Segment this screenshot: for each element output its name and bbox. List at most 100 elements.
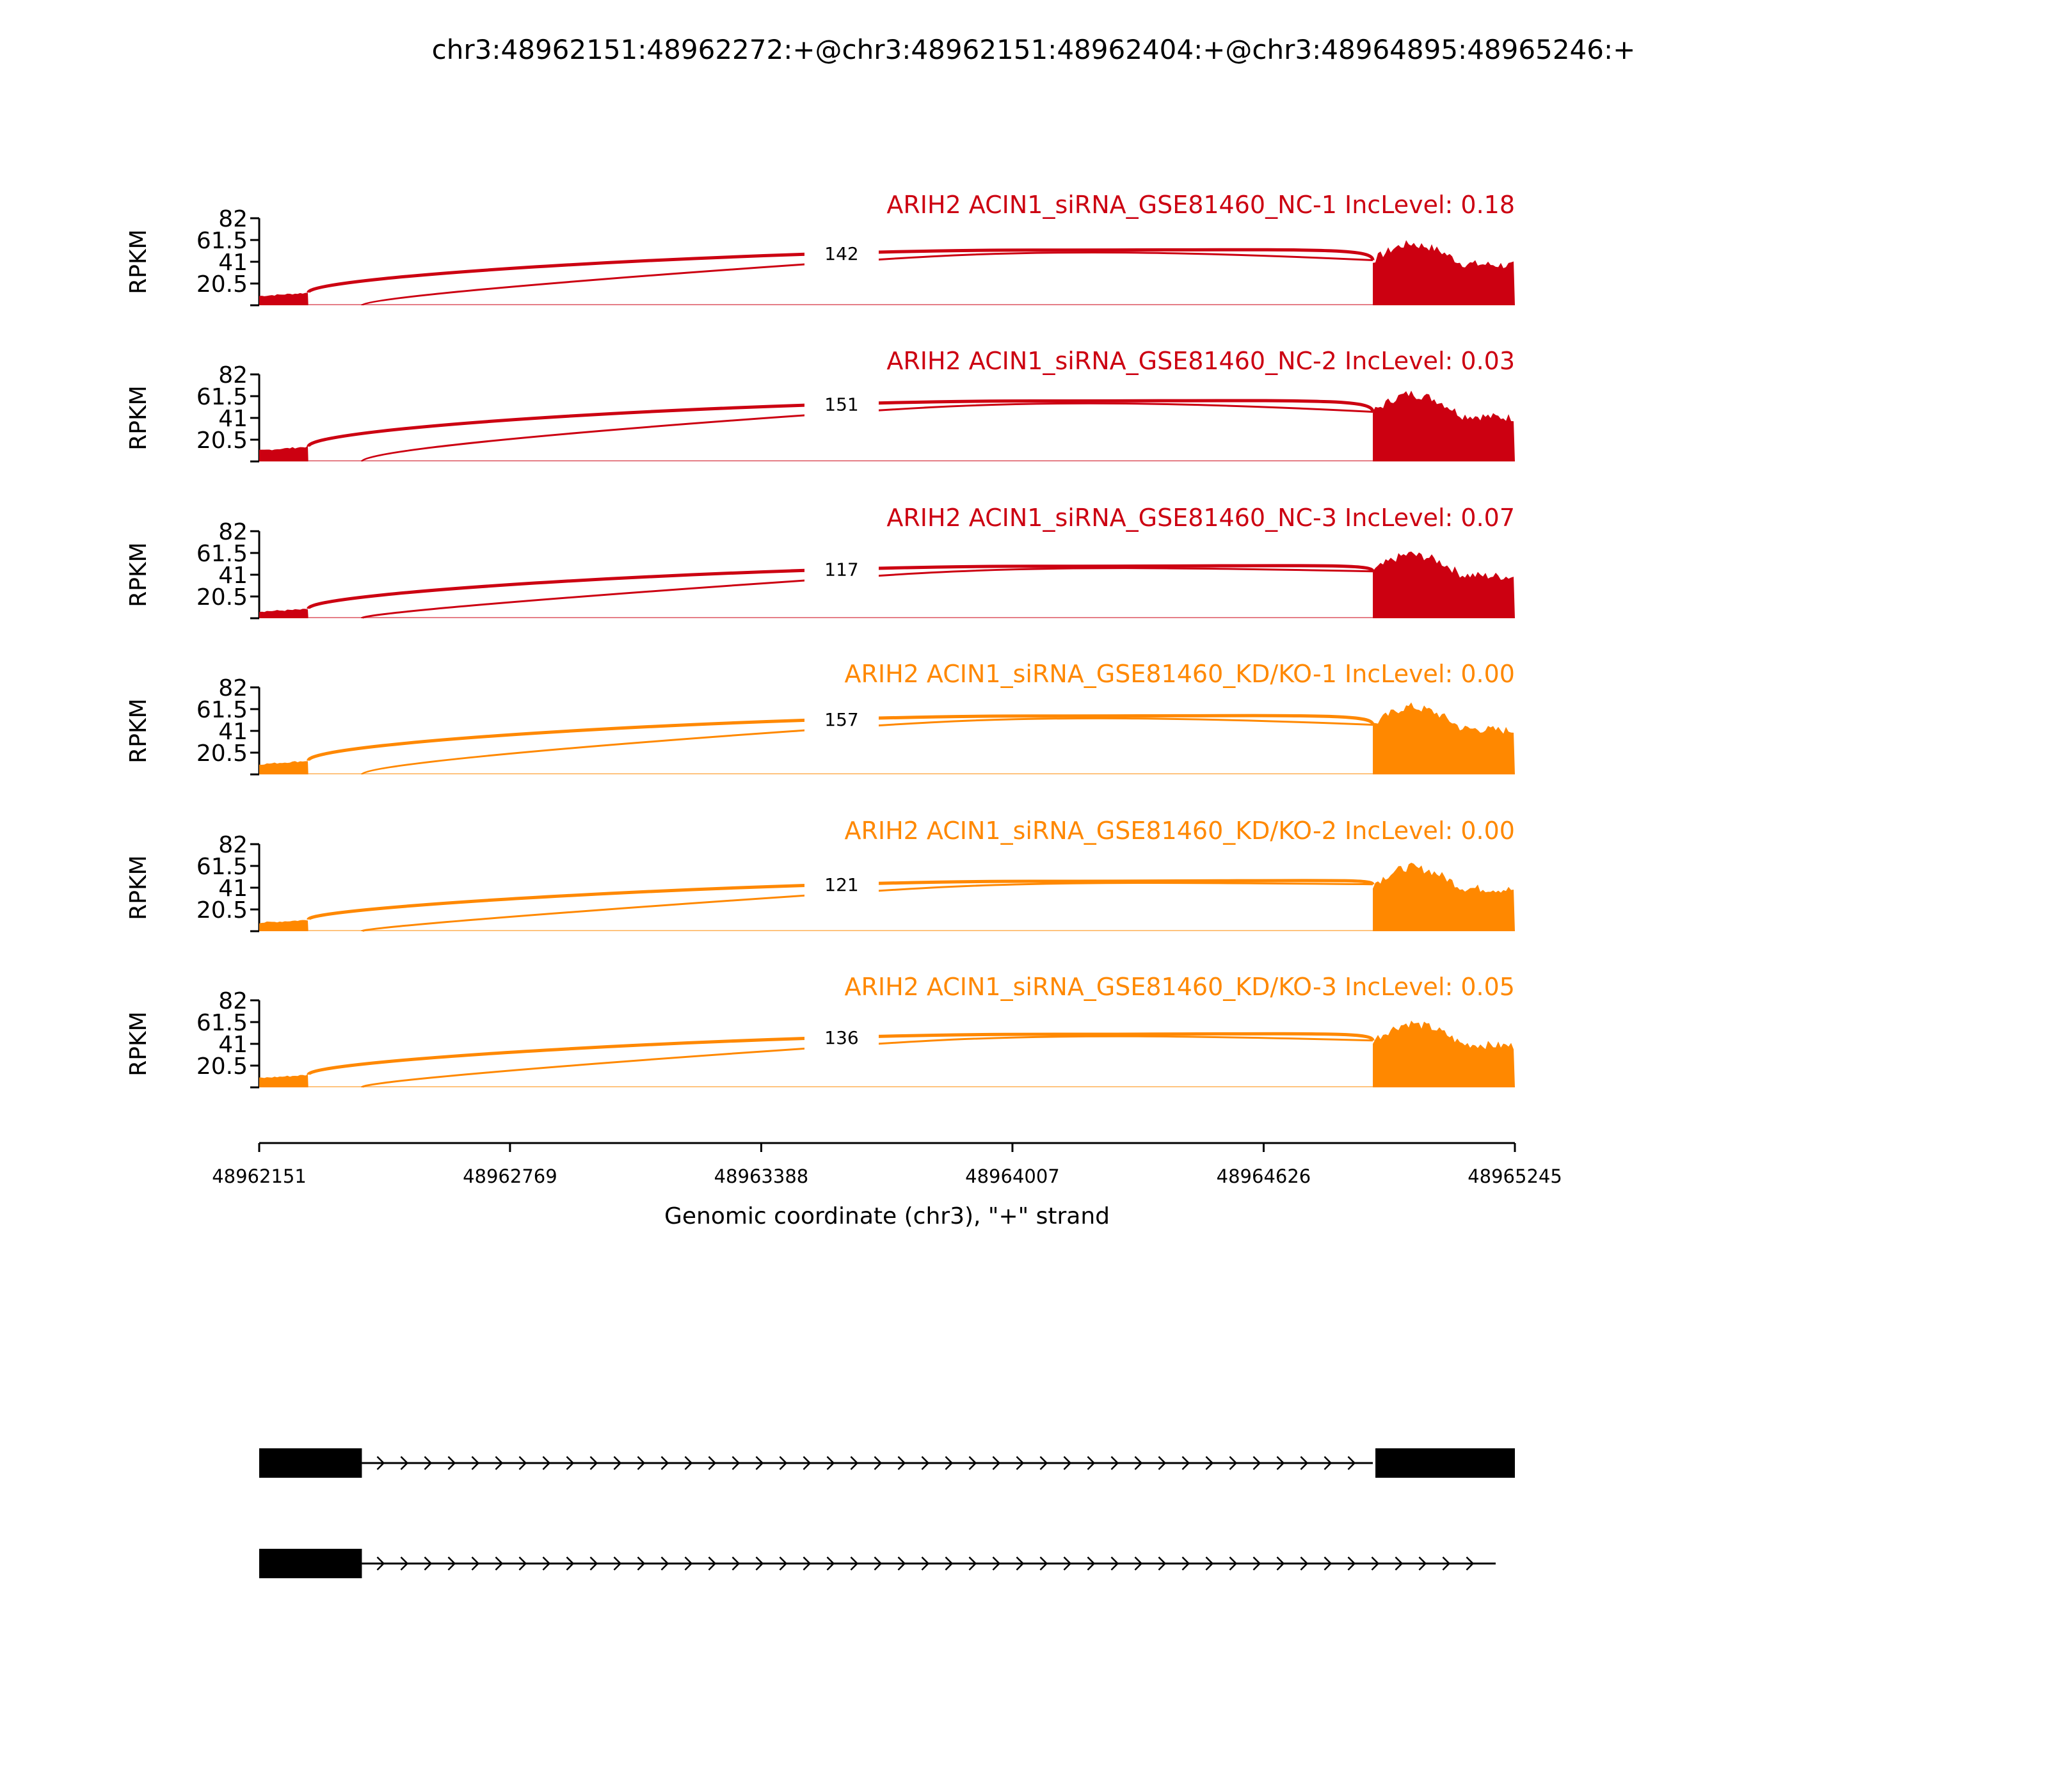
y-tick-label: 61.5 xyxy=(196,1010,248,1036)
junction-label-box xyxy=(804,870,879,899)
strand-arrow-icon xyxy=(1276,1556,1285,1571)
junction-arc-skip xyxy=(307,714,1375,762)
coverage-exon3 xyxy=(1373,702,1515,774)
junction-arc-inclusion xyxy=(360,882,1373,932)
junction-count-label: 121 xyxy=(824,874,858,895)
strand-arrow-icon xyxy=(1371,1556,1380,1571)
strand-arrow-icon xyxy=(684,1456,693,1470)
coverage-exon3 xyxy=(1373,1020,1515,1087)
exon-block xyxy=(259,1549,362,1578)
coverage-exon3 xyxy=(1373,240,1515,305)
strand-arrow-icon xyxy=(779,1556,788,1571)
y-tick-label: 82 xyxy=(218,206,248,232)
strand-arrow-icon xyxy=(400,1556,409,1571)
strand-arrow-icon xyxy=(1087,1556,1096,1571)
strand-arrow-icon xyxy=(826,1556,835,1571)
junction-count-label: 142 xyxy=(824,243,858,264)
strand-arrow-icon xyxy=(803,1456,812,1470)
strand-arrow-icon xyxy=(1087,1456,1096,1470)
junction-arc-inclusion xyxy=(360,567,1373,620)
y-tick-label: 20.5 xyxy=(196,584,248,611)
strand-arrow-icon xyxy=(589,1456,598,1470)
strand-arrow-icon xyxy=(1134,1456,1143,1470)
y-tick-label: 82 xyxy=(218,832,248,858)
sample-title: ARIH2 ACIN1_siRNA_GSE81460_NC-2 IncLevel… xyxy=(886,347,1515,375)
strand-arrow-icon xyxy=(637,1456,646,1470)
junction-count-label: 136 xyxy=(824,1027,858,1048)
junction-label-box xyxy=(804,704,879,733)
strand-arrow-icon xyxy=(732,1456,740,1470)
sample-title: ARIH2 ACIN1_siRNA_GSE81460_KD/KO-2 IncLe… xyxy=(845,817,1516,845)
strand-arrow-icon xyxy=(637,1556,646,1571)
strand-arrow-icon xyxy=(613,1456,622,1470)
y-tick-label: 61.5 xyxy=(196,228,248,254)
junction-arc-skip xyxy=(307,248,1375,294)
strand-arrow-icon xyxy=(1181,1456,1190,1470)
strand-arrow-icon xyxy=(755,1556,764,1571)
strand-arrow-icon xyxy=(1442,1556,1451,1571)
strand-arrow-icon xyxy=(1418,1556,1427,1571)
junction-label-box xyxy=(804,1023,879,1052)
strand-arrow-icon xyxy=(447,1456,456,1470)
x-axis: 48962151 48962769 48963388 48964007 48964626… xyxy=(212,1142,1562,1187)
x-tick-label: 48964626 xyxy=(1217,1165,1311,1187)
exon-block xyxy=(1375,1448,1515,1478)
junction-arc-skip xyxy=(307,399,1375,448)
strand-arrow-icon xyxy=(850,1456,859,1470)
y-tick-label: 82 xyxy=(218,519,248,545)
strand-arrow-icon xyxy=(424,1456,433,1470)
y-axis-label: RPKM xyxy=(125,698,152,763)
strand-arrow-icon xyxy=(1300,1456,1309,1470)
strand-arrow-icon xyxy=(1181,1556,1190,1571)
strand-arrow-icon xyxy=(803,1556,812,1571)
junction-arc-skip xyxy=(307,879,1375,922)
y-tick-label: 61.5 xyxy=(196,854,248,880)
strand-arrow-icon xyxy=(613,1556,622,1571)
strand-arrow-icon xyxy=(826,1456,835,1470)
junction-arc-inclusion xyxy=(360,251,1373,307)
y-tick-label: 82 xyxy=(218,988,248,1014)
strand-arrow-icon xyxy=(589,1556,598,1571)
strand-arrow-icon xyxy=(1466,1556,1475,1571)
strand-arrow-icon xyxy=(921,1456,930,1470)
strand-arrow-icon xyxy=(1205,1556,1214,1571)
strand-arrow-icon xyxy=(471,1456,480,1470)
junction-arc-skip xyxy=(307,1032,1375,1076)
strand-arrow-icon xyxy=(968,1456,977,1470)
strand-arrow-icon xyxy=(1229,1556,1238,1571)
y-tick-label: 61.5 xyxy=(196,697,248,723)
strand-arrow-icon xyxy=(874,1556,883,1571)
junction-count-label: 157 xyxy=(824,709,858,730)
strand-arrow-icon xyxy=(684,1556,693,1571)
sample-title: ARIH2 ACIN1_siRNA_GSE81460_NC-1 IncLevel… xyxy=(886,191,1515,219)
coverage-exon1 xyxy=(259,609,308,618)
strand-arrow-icon xyxy=(945,1556,954,1571)
junction-arc-skip xyxy=(307,564,1375,610)
y-tick-label: 20.5 xyxy=(196,897,248,924)
strand-arrow-icon xyxy=(542,1556,551,1571)
strand-arrow-icon xyxy=(1276,1456,1285,1470)
sample-title: ARIH2 ACIN1_siRNA_GSE81460_NC-3 IncLevel… xyxy=(886,504,1515,532)
strand-arrow-icon xyxy=(968,1556,977,1571)
strand-arrow-icon xyxy=(945,1456,954,1470)
strand-arrow-icon xyxy=(992,1456,1001,1470)
strand-arrow-icon xyxy=(471,1556,480,1571)
coverage-exon1 xyxy=(259,761,308,774)
chart-title: chr3:48962151:48962272:+@chr3:48962151:4… xyxy=(432,34,1636,65)
strand-arrow-icon xyxy=(1016,1556,1025,1571)
x-tick-label: 48964007 xyxy=(965,1165,1060,1187)
strand-arrow-icon xyxy=(1039,1456,1048,1470)
junction-label-box xyxy=(804,238,879,267)
coverage-exon3 xyxy=(1373,862,1515,931)
strand-arrow-icon xyxy=(1016,1456,1025,1470)
y-axis-label: RPKM xyxy=(125,385,152,450)
strand-arrow-icon xyxy=(921,1556,930,1571)
strand-arrow-icon xyxy=(376,1456,385,1470)
coverage-exon1 xyxy=(259,445,308,461)
strand-arrow-icon xyxy=(897,1456,906,1470)
